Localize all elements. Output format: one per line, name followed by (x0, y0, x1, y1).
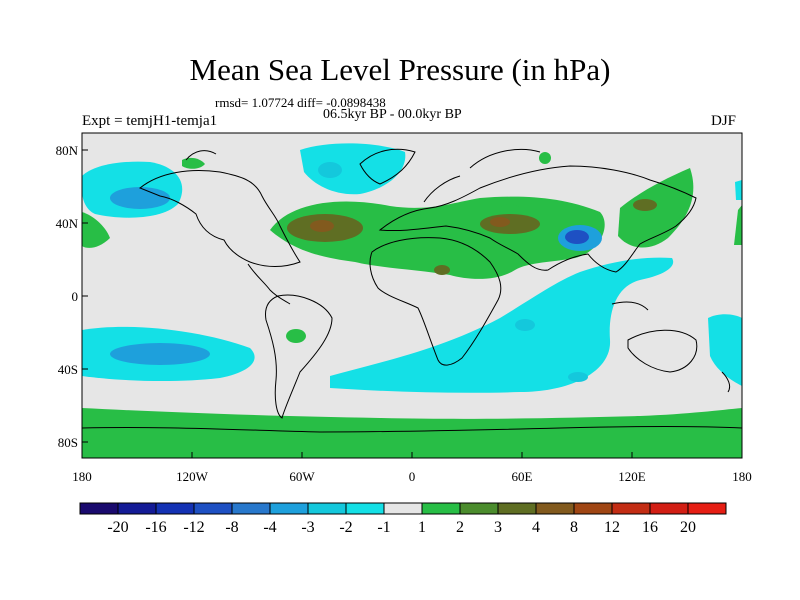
colorbar (79, 502, 727, 515)
season-label: DJF (711, 113, 737, 129)
colorbar-swatch (155, 502, 195, 515)
lat-label-80n: 80N (55, 143, 78, 158)
colorbar-swatch (459, 502, 499, 515)
coastlines (82, 148, 742, 433)
lon-label-60e: 60E (511, 469, 533, 484)
colorbar-label: -2 (339, 519, 353, 536)
lon-label-180e: 180 (732, 469, 752, 484)
colorbar-swatch (421, 502, 461, 515)
experiment-label: Expt = temjH1-temja1 (82, 113, 218, 129)
colorbar-label: -4 (263, 519, 277, 536)
map-panel (82, 133, 742, 458)
colorbar-swatch (231, 502, 271, 515)
positive-anomaly-peak (310, 217, 510, 232)
colorbar-swatch (269, 502, 309, 515)
colorbar-label: -16 (145, 519, 167, 536)
plot-title: Mean Sea Level Pressure (in hPa) (189, 52, 611, 87)
lon-label-60w: 60W (289, 469, 315, 484)
period-line: 06.5kyr BP - 00.0kyr BP (323, 107, 462, 122)
colorbar-swatch (79, 502, 119, 515)
colorbar-swatch (535, 502, 575, 515)
map-background (82, 133, 742, 458)
colorbar-label: 1 (418, 519, 426, 536)
colorbar-swatch (383, 502, 423, 515)
colorbar-label: 16 (642, 519, 658, 536)
colorbar-swatch (687, 502, 727, 515)
colorbar-label: -12 (183, 519, 205, 536)
axis-ticks (81, 149, 743, 458)
lat-label-40s: 40S (57, 362, 78, 377)
colorbar-label: -8 (225, 519, 239, 536)
colorbar-swatch (611, 502, 651, 515)
colorbar-label: -3 (301, 519, 315, 536)
colorbar-swatch (497, 502, 537, 515)
colorbar-swatch (307, 502, 347, 515)
colorbar-swatch (345, 502, 385, 515)
colorbar-label: -1 (377, 519, 391, 536)
lat-label-eq: 0 (71, 289, 79, 304)
colorbar-swatch (117, 502, 157, 515)
lat-label-40n: 40N (55, 216, 78, 231)
colorbar-label: 4 (532, 519, 540, 536)
lon-label-120e: 120E (618, 469, 646, 484)
lon-label-180w: 180 (72, 469, 92, 484)
colorbar-label: 12 (604, 519, 620, 536)
negative-anomaly-peak (565, 230, 589, 244)
colorbar-label: -20 (107, 519, 129, 536)
colorbar-label: 8 (570, 519, 578, 536)
colorbar-label: 2 (456, 519, 464, 536)
lon-label-0: 0 (408, 469, 416, 484)
colorbar-label: 20 (680, 519, 696, 536)
lon-label-120w: 120W (176, 469, 208, 484)
lat-label-80s: 80S (57, 435, 78, 450)
stats-line: rmsd= 1.07724 diff= -0.0898438 (215, 95, 386, 110)
colorbar-swatch (573, 502, 613, 515)
colorbar-swatch (649, 502, 689, 515)
colorbar-swatch (193, 502, 233, 515)
colorbar-label: 3 (494, 519, 502, 536)
